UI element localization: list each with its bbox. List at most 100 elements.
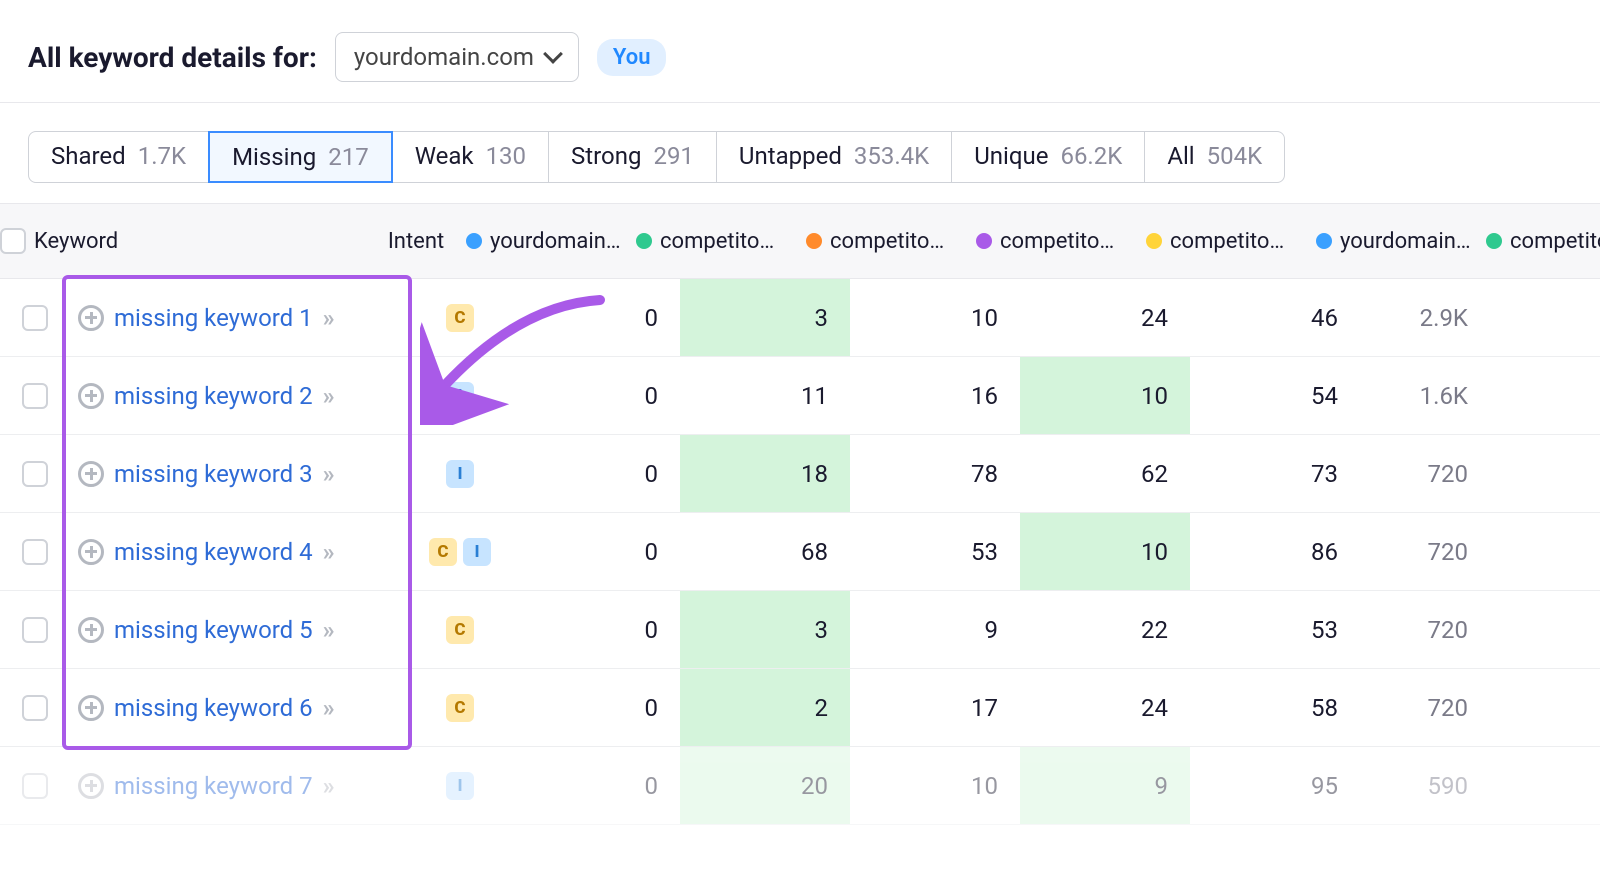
- row-checkbox[interactable]: [22, 383, 48, 409]
- row-checkbox[interactable]: [22, 773, 48, 799]
- table-row: missing keyword 5»C0392253720: [0, 591, 1600, 669]
- rank-value: 20: [680, 747, 850, 824]
- table-header-row: Keyword Intent yourdomain…competito…comp…: [0, 203, 1600, 279]
- chevron-down-icon: [543, 44, 563, 64]
- tab-unique[interactable]: Unique66.2K: [951, 131, 1145, 183]
- tab-label: Shared: [51, 142, 126, 170]
- chevron-right-icon[interactable]: »: [323, 694, 331, 722]
- rank-value: 58: [1190, 669, 1360, 746]
- intent-cell: C: [410, 279, 510, 356]
- keyword-cell: missing keyword 5 »: [70, 591, 410, 668]
- col-intent[interactable]: Intent: [366, 229, 466, 254]
- col-domain-4[interactable]: competito…: [1146, 229, 1316, 254]
- tab-all[interactable]: All504K: [1144, 131, 1285, 183]
- tab-shared[interactable]: Shared 1.7K: [28, 131, 209, 183]
- rank-value: 16: [850, 357, 1020, 434]
- page-title: All keyword details for:: [28, 41, 317, 74]
- domain-select-value: yourdomain.com: [354, 43, 534, 71]
- domain-select[interactable]: yourdomain.com: [335, 32, 579, 82]
- row-checkbox-cell: [0, 435, 70, 512]
- chevron-right-icon[interactable]: »: [323, 538, 331, 566]
- col-domain-1[interactable]: competito…: [636, 229, 806, 254]
- tab-strong[interactable]: Strong291: [548, 131, 717, 183]
- row-checkbox-cell: [0, 513, 70, 590]
- intent-cell: I: [410, 747, 510, 824]
- col-domain-2[interactable]: competito…: [806, 229, 976, 254]
- keyword-link[interactable]: missing keyword 7: [114, 772, 313, 800]
- keyword-link[interactable]: missing keyword 3: [114, 460, 313, 488]
- col-domain-0[interactable]: yourdomain…: [1316, 229, 1486, 254]
- volume-value: 720: [1360, 513, 1490, 590]
- domain-color-dot-icon: [1146, 233, 1162, 249]
- rank-value: 0: [510, 357, 680, 434]
- volume-value: 2.9K: [1360, 279, 1490, 356]
- table-row: missing keyword 7»I02010995590: [0, 747, 1600, 825]
- volume-value: 1.6K: [1360, 357, 1490, 434]
- tab-label: Strong: [571, 142, 641, 170]
- keyword-link[interactable]: missing keyword 6: [114, 694, 313, 722]
- tab-count: 353.4K: [854, 142, 929, 170]
- rank-value: 53: [1190, 591, 1360, 668]
- intent-badge-c: C: [446, 304, 474, 332]
- chevron-right-icon[interactable]: »: [323, 616, 331, 644]
- col-keyword[interactable]: Keyword: [26, 229, 366, 254]
- tab-count: 504K: [1207, 142, 1263, 170]
- table-row: missing keyword 6»C02172458720: [0, 669, 1600, 747]
- rank-value: 46: [1190, 279, 1360, 356]
- expand-icon[interactable]: [78, 695, 104, 721]
- rank-value: 9: [850, 591, 1020, 668]
- expand-icon[interactable]: [78, 539, 104, 565]
- domain-color-dot-icon: [466, 233, 482, 249]
- row-checkbox[interactable]: [22, 461, 48, 487]
- keyword-cell: missing keyword 7 »: [70, 747, 410, 824]
- row-checkbox-cell: [0, 279, 70, 356]
- you-badge: You: [597, 39, 667, 76]
- chevron-right-icon[interactable]: »: [323, 460, 331, 488]
- keyword-link[interactable]: missing keyword 1: [114, 304, 313, 332]
- keyword-link[interactable]: missing keyword 4: [114, 538, 313, 566]
- intent-badge-i: I: [446, 772, 474, 800]
- tab-weak[interactable]: Weak130: [392, 131, 549, 183]
- expand-icon[interactable]: [78, 617, 104, 643]
- row-checkbox[interactable]: [22, 539, 48, 565]
- domain-label: competito…: [1510, 229, 1600, 254]
- chevron-right-icon[interactable]: »: [323, 304, 331, 332]
- rank-value: 10: [1020, 513, 1190, 590]
- chevron-right-icon[interactable]: »: [323, 382, 331, 410]
- row-checkbox[interactable]: [22, 695, 48, 721]
- rank-value: 0: [510, 435, 680, 512]
- expand-icon[interactable]: [78, 383, 104, 409]
- rank-value: 24: [1020, 279, 1190, 356]
- tab-label: Untapped: [739, 142, 842, 170]
- tab-untapped[interactable]: Untapped 353.4K: [716, 131, 952, 183]
- tab-count: 1.7K: [138, 142, 186, 170]
- row-checkbox[interactable]: [22, 617, 48, 643]
- rank-value: 10: [850, 747, 1020, 824]
- expand-icon[interactable]: [78, 461, 104, 487]
- expand-icon[interactable]: [78, 305, 104, 331]
- rank-value: 95: [1190, 747, 1360, 824]
- keyword-link[interactable]: missing keyword 5: [114, 616, 313, 644]
- col-domain-1[interactable]: competito…: [1486, 229, 1600, 254]
- row-checkbox[interactable]: [22, 305, 48, 331]
- domain-label: yourdomain…: [490, 229, 621, 254]
- domain-label: competito…: [1170, 229, 1284, 254]
- rank-value: 86: [1190, 513, 1360, 590]
- col-domain-3[interactable]: competito…: [976, 229, 1146, 254]
- intent-badge-c: C: [429, 538, 457, 566]
- select-all-checkbox[interactable]: [0, 228, 26, 254]
- chevron-right-icon[interactable]: »: [323, 772, 331, 800]
- domain-label: competito…: [1000, 229, 1114, 254]
- intent-cell: I: [410, 357, 510, 434]
- volume-value: 720: [1360, 591, 1490, 668]
- keyword-cell: missing keyword 2 »: [70, 357, 410, 434]
- tab-count: 130: [486, 142, 526, 170]
- tab-missing[interactable]: Missing217: [208, 131, 393, 183]
- table-row: missing keyword 4»CI068531086720: [0, 513, 1600, 591]
- rank-value: 22: [1020, 591, 1190, 668]
- keyword-link[interactable]: missing keyword 2: [114, 382, 313, 410]
- intent-cell: I: [410, 435, 510, 512]
- expand-icon[interactable]: [78, 773, 104, 799]
- col-domain-0[interactable]: yourdomain…: [466, 229, 636, 254]
- rank-value: 0: [510, 669, 680, 746]
